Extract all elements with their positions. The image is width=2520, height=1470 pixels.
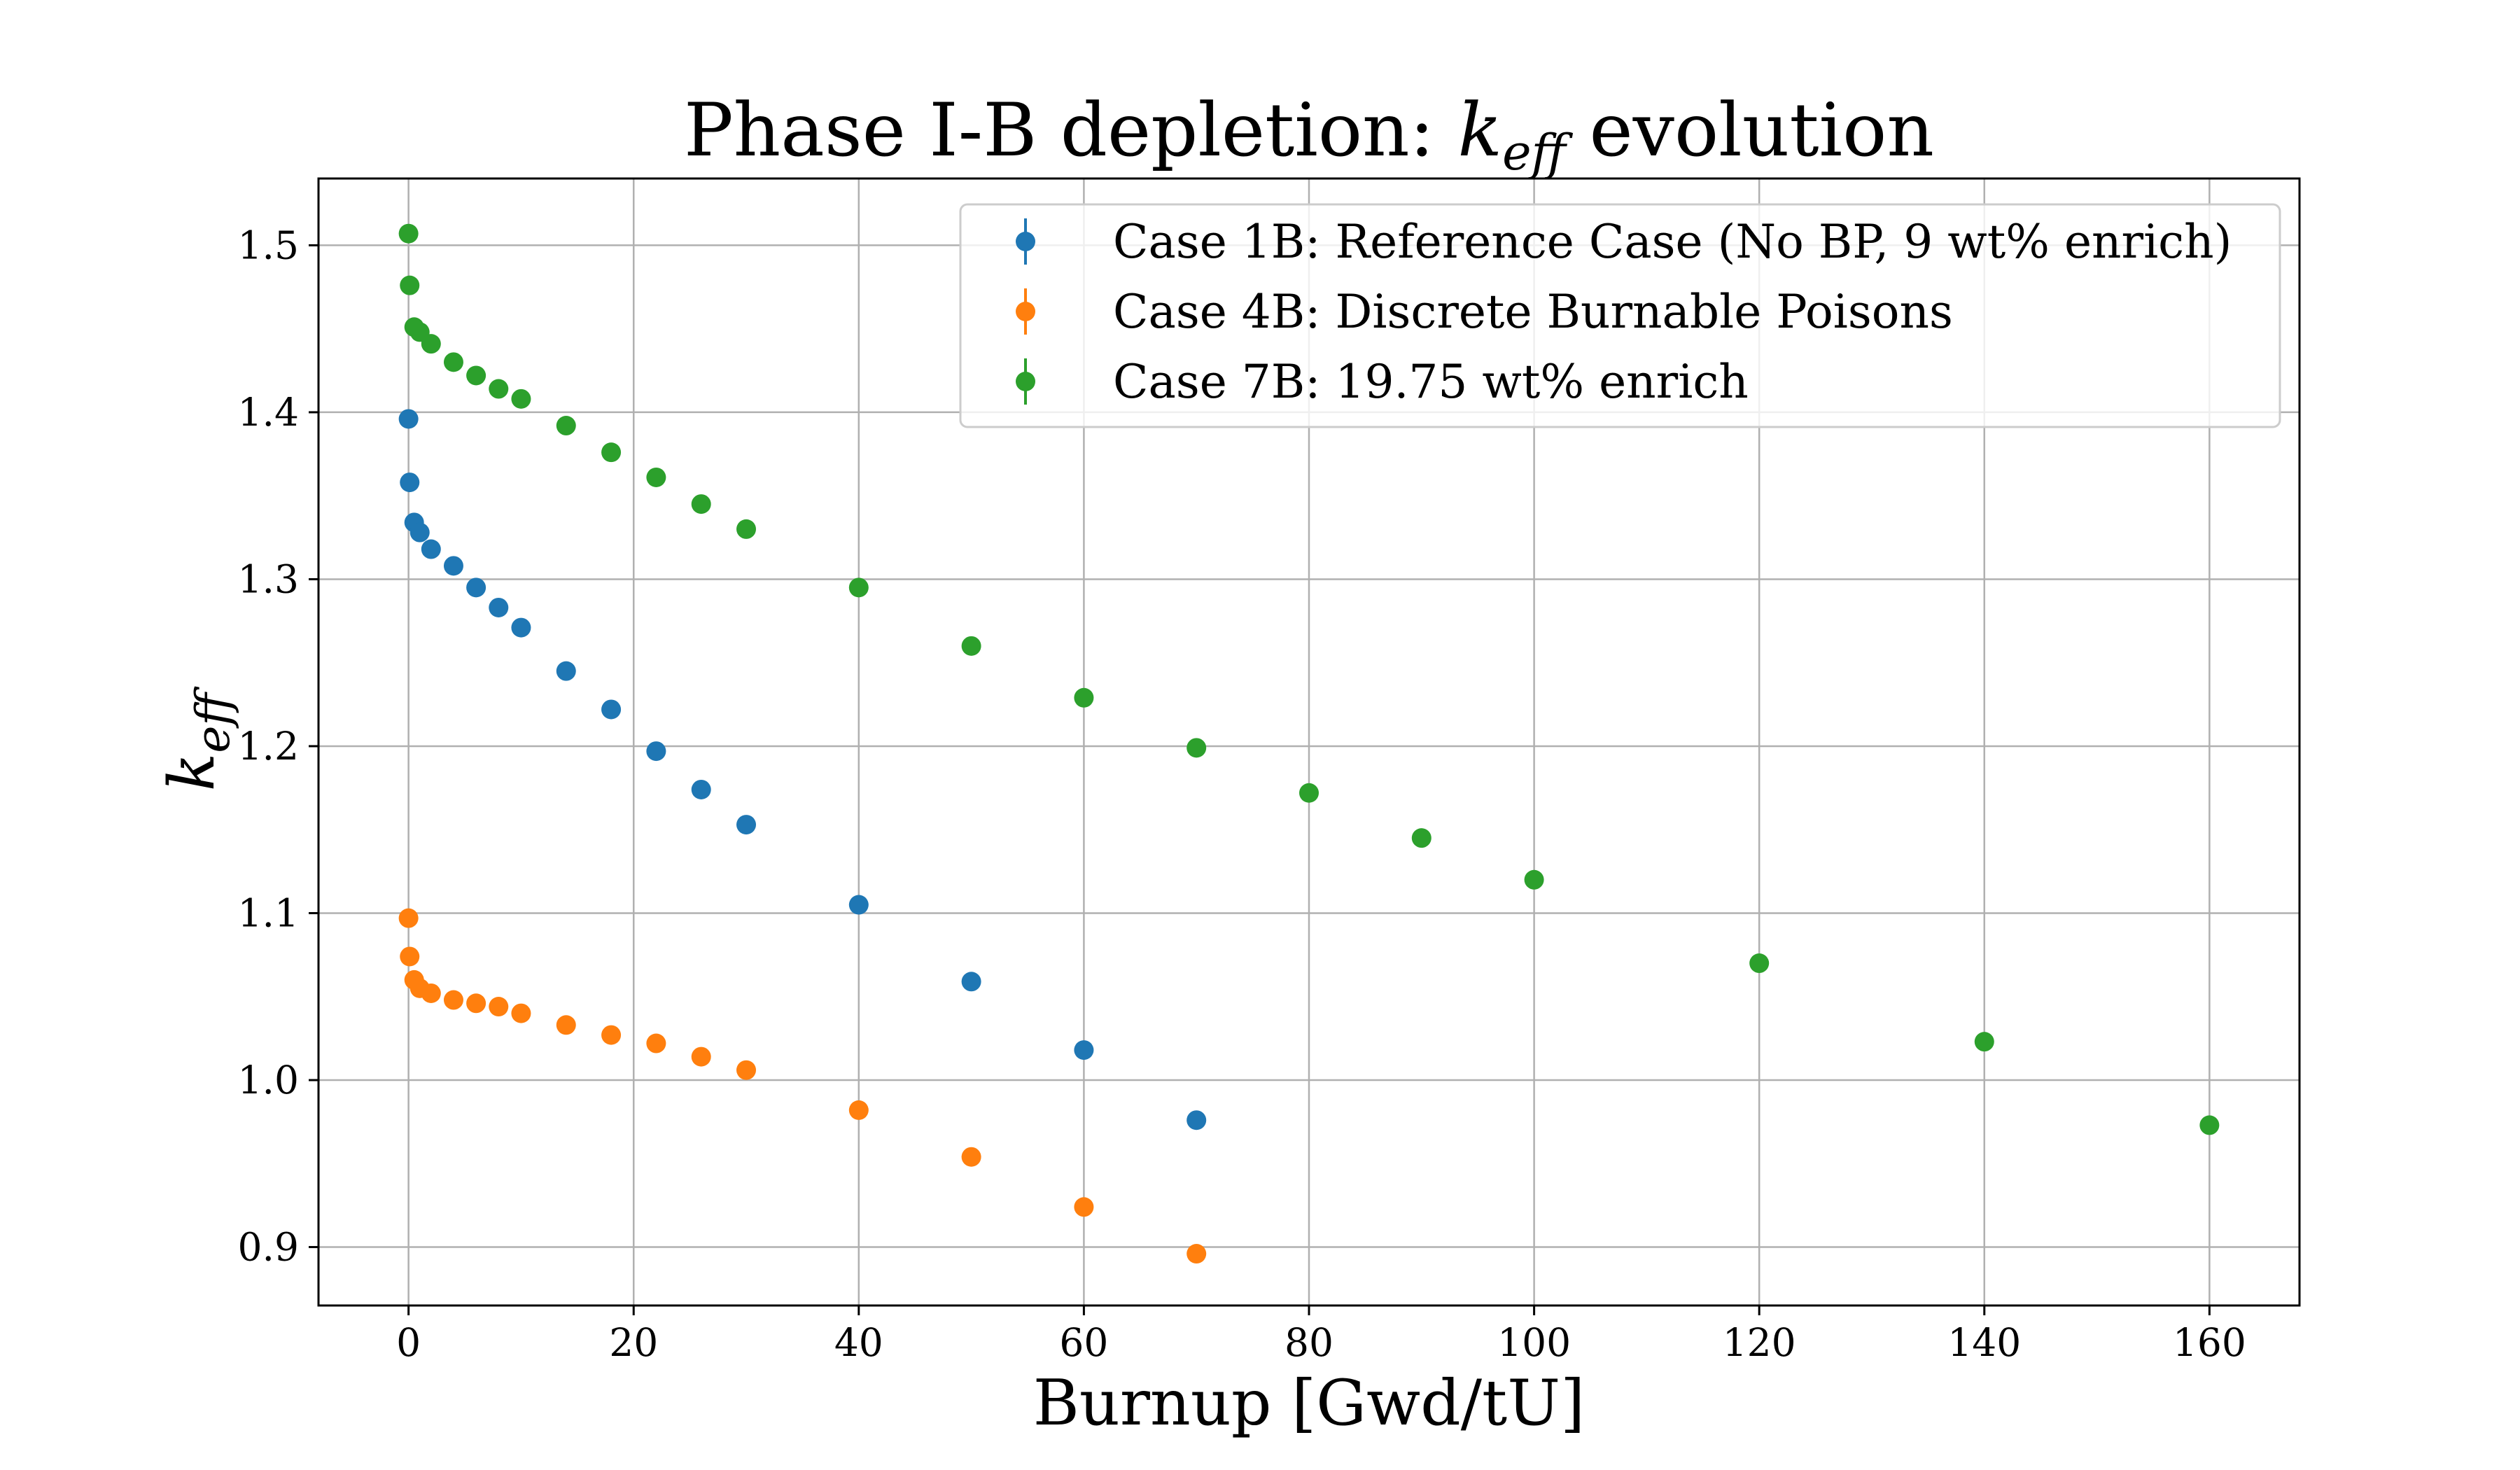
data-point: [601, 699, 622, 720]
data-point: [848, 895, 869, 915]
chart-title-after: evolution: [1566, 88, 1934, 173]
data-point: [1299, 783, 1319, 803]
series-3-points: [398, 223, 2220, 1135]
legend: Case 1B: Reference Case (No BP, 9 wt% en…: [959, 203, 2281, 428]
data-point: [398, 908, 419, 928]
y-tick-label: 1.4: [238, 390, 299, 435]
y-axis-label: keff: [155, 686, 240, 792]
data-point: [556, 661, 576, 681]
x-tick-label: 100: [1497, 1320, 1571, 1365]
data-point: [443, 990, 463, 1010]
y-tick-label: 1.2: [238, 724, 299, 769]
data-point: [1074, 687, 1094, 708]
data-point: [691, 779, 711, 799]
axis-ticks: 0 20 40 60 80 100 120 140 160 0.9 1.0 1.1 1.2 1.3 1.4 1…: [238, 223, 2246, 1365]
data-point: [400, 472, 420, 493]
data-point: [511, 1003, 531, 1023]
data-point: [601, 1025, 622, 1045]
data-point: [961, 1147, 981, 1167]
data-point: [421, 539, 441, 559]
data-point: [1411, 828, 1432, 848]
data-point: [848, 578, 869, 598]
legend-label: Case 4B: Discrete Burnable Poisons: [1113, 285, 1953, 339]
data-point: [736, 519, 757, 539]
data-point: [691, 1046, 711, 1067]
y-axis-label-symbol: k: [155, 753, 229, 792]
x-tick-label: 20: [609, 1320, 658, 1365]
legend-item-2: Case 4B: Discrete Burnable Poisons: [1016, 285, 1953, 339]
data-point: [848, 1100, 869, 1120]
data-point: [556, 416, 576, 436]
chart-title-symbol: k: [1457, 88, 1502, 173]
data-point: [443, 352, 463, 372]
y-tick-label: 1.0: [238, 1058, 299, 1102]
data-point: [466, 365, 486, 386]
legend-box: [959, 203, 2281, 428]
y-tick-label: 1.3: [238, 556, 299, 601]
y-axis-label-subscript: eff: [186, 686, 240, 753]
legend-label: Case 1B: Reference Case (No BP, 9 wt% en…: [1113, 215, 2232, 269]
data-point: [736, 1060, 757, 1080]
data-point: [691, 494, 711, 514]
x-tick-label: 160: [2173, 1320, 2246, 1365]
series-1-points: [398, 409, 1207, 1130]
data-point: [1074, 1197, 1094, 1217]
data-point: [646, 467, 666, 487]
chart-title-subscript: eff: [1502, 124, 1573, 181]
data-point: [1186, 738, 1207, 758]
data-point: [400, 946, 420, 967]
x-tick-label: 0: [396, 1320, 421, 1365]
x-tick-label: 140: [1947, 1320, 2021, 1365]
x-tick-label: 80: [1284, 1320, 1334, 1365]
x-tick-label: 120: [1723, 1320, 1796, 1365]
data-point: [398, 409, 419, 429]
data-point: [489, 997, 509, 1017]
data-point: [489, 379, 509, 399]
data-point: [961, 972, 981, 992]
data-point: [961, 636, 981, 656]
data-point: [646, 1033, 666, 1054]
legend-marker: [1016, 232, 1035, 251]
x-tick-label: 40: [834, 1320, 883, 1365]
data-point: [556, 1015, 576, 1035]
data-point: [400, 275, 420, 295]
data-point: [421, 983, 441, 1003]
data-point: [646, 741, 666, 762]
x-tick-label: 60: [1059, 1320, 1108, 1365]
data-point: [736, 815, 757, 835]
data-point: [511, 617, 531, 638]
chart-title: Phase I-B depletion: keff evolution: [684, 88, 1934, 181]
legend-item-1: Case 1B: Reference Case (No BP, 9 wt% en…: [1016, 215, 2232, 269]
legend-item-3: Case 7B: 19.75 wt% enrich: [1016, 355, 1749, 409]
data-point: [398, 223, 419, 244]
data-point: [1186, 1244, 1207, 1264]
series-2-points: [398, 908, 1207, 1264]
data-point: [489, 597, 509, 617]
y-tick-label: 1.1: [238, 890, 299, 935]
data-point: [1186, 1110, 1207, 1130]
chart-title-before: Phase I-B depletion:: [684, 88, 1457, 173]
data-point: [1974, 1032, 1994, 1052]
legend-marker: [1016, 302, 1035, 321]
x-axis-label: Burnup [Gwd/tU]: [1033, 1366, 1585, 1440]
data-point: [1074, 1040, 1094, 1060]
legend-label: Case 7B: 19.75 wt% enrich: [1113, 355, 1749, 409]
data-point: [466, 993, 486, 1014]
data-point: [421, 334, 441, 354]
data-point: [466, 578, 486, 598]
data-point: [443, 556, 463, 576]
y-tick-label: 1.5: [238, 223, 299, 267]
y-tick-label: 0.9: [238, 1225, 299, 1270]
data-point: [601, 442, 622, 463]
data-point: [1749, 953, 1770, 974]
data-point: [511, 388, 531, 409]
data-point: [410, 522, 430, 542]
data-point: [1524, 869, 1544, 890]
legend-marker: [1016, 372, 1035, 391]
data-point: [2199, 1115, 2220, 1135]
data-points: [398, 223, 2220, 1264]
